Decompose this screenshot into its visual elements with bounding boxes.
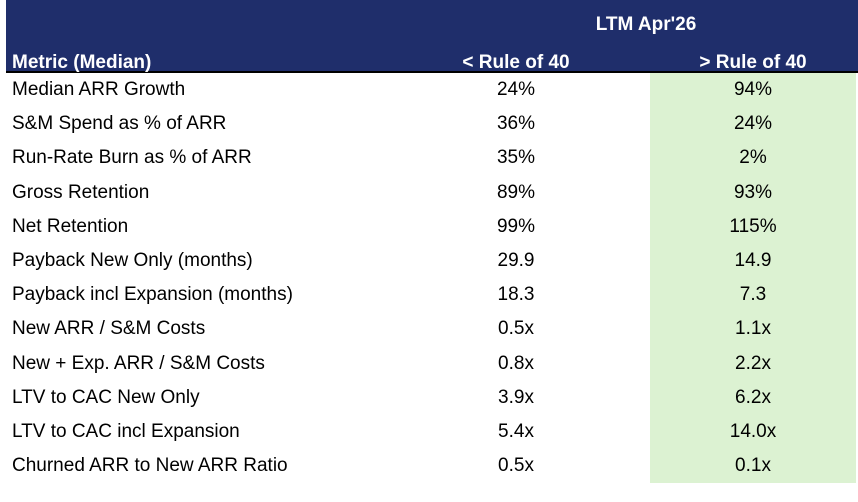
- above-rule-of-40-value: 6.2x: [650, 380, 856, 415]
- table-row: New ARR / S&M Costs 0.5x 1.1x: [6, 312, 858, 347]
- above-rule-of-40-value: 0.1x: [650, 449, 856, 484]
- above-rule-of-40-value: 94%: [650, 73, 856, 108]
- above-rule-of-40-value: 2.2x: [650, 346, 856, 381]
- table-header: LTM Apr'26 Metric (Median) < Rule of 40 …: [6, 0, 858, 73]
- table-body: Median ARR Growth 24% 94% S&M Spend as % of…: [6, 73, 858, 484]
- metric-cell: Churned ARR to New ARR Ratio: [12, 455, 288, 477]
- metric-cell: Payback incl Expansion (months): [12, 284, 293, 306]
- below-rule-of-40-value: 5.4x: [498, 420, 534, 442]
- table-row: Payback New Only (months) 29.9 14.9: [6, 243, 858, 279]
- table-row: Run-Rate Burn as % of ARR 35% 2%: [6, 141, 858, 176]
- period-label: LTM Apr'26: [595, 14, 697, 35]
- metric-cell: Gross Retention: [12, 181, 150, 203]
- metric-cell: LTV to CAC incl Expansion: [12, 420, 240, 442]
- above-rule-of-40-value: 24%: [650, 107, 856, 142]
- above-rule-of-40-value: 14.0x: [650, 414, 856, 450]
- table-row: LTV to CAC incl Expansion 5.4x 14.0x: [6, 414, 858, 450]
- metric-column-header: Metric (Median): [12, 52, 152, 73]
- metric-cell: Median ARR Growth: [12, 79, 186, 101]
- below-rule-of-40-column-header: < Rule of 40: [462, 52, 570, 73]
- table-row: LTV to CAC New Only 3.9x 6.2x: [6, 380, 858, 415]
- table-row: Net Retention 99% 115%: [6, 209, 858, 244]
- table-row: Churned ARR to New ARR Ratio 0.5x 0.1x: [6, 449, 858, 484]
- below-rule-of-40-value: 35%: [496, 147, 536, 169]
- below-rule-of-40-value: 3.9x: [498, 386, 534, 408]
- above-rule-of-40-value: 2%: [650, 141, 856, 176]
- below-rule-of-40-value: 24%: [496, 79, 536, 101]
- table-row: Gross Retention 89% 93%: [6, 175, 858, 210]
- metric-cell: New ARR / S&M Costs: [12, 318, 206, 340]
- metric-cell: S&M Spend as % of ARR: [12, 113, 227, 135]
- metric-cell: Net Retention: [12, 215, 129, 237]
- metric-cell: LTV to CAC New Only: [12, 386, 200, 408]
- metric-cell: Payback New Only (months): [12, 250, 253, 272]
- metrics-table: LTM Apr'26 Metric (Median) < Rule of 40 …: [6, 0, 858, 484]
- below-rule-of-40-value: 0.8x: [498, 352, 534, 374]
- below-rule-of-40-value: 29.9: [497, 250, 535, 272]
- above-rule-of-40-value: 7.3: [650, 278, 856, 313]
- below-rule-of-40-value: 89%: [496, 181, 536, 203]
- above-rule-of-40-value: 115%: [650, 209, 856, 244]
- below-rule-of-40-value: 0.5x: [498, 318, 534, 340]
- table-row: Median ARR Growth 24% 94%: [6, 73, 858, 108]
- below-rule-of-40-value: 18.3: [497, 284, 535, 306]
- metric-cell: New + Exp. ARR / S&M Costs: [12, 352, 265, 374]
- table-row: New + Exp. ARR / S&M Costs 0.8x 2.2x: [6, 346, 858, 381]
- below-rule-of-40-value: 0.5x: [498, 455, 534, 477]
- above-rule-of-40-value: 1.1x: [650, 312, 856, 347]
- below-rule-of-40-value: 99%: [496, 215, 536, 237]
- metric-cell: Run-Rate Burn as % of ARR: [12, 147, 252, 169]
- below-rule-of-40-value: 36%: [496, 113, 536, 135]
- above-rule-of-40-value: 93%: [650, 175, 856, 210]
- table-row: S&M Spend as % of ARR 36% 24%: [6, 107, 858, 142]
- table-row: Payback incl Expansion (months) 18.3 7.3: [6, 278, 858, 313]
- above-rule-of-40-column-header: > Rule of 40: [699, 52, 807, 73]
- above-rule-of-40-value: 14.9: [650, 243, 856, 279]
